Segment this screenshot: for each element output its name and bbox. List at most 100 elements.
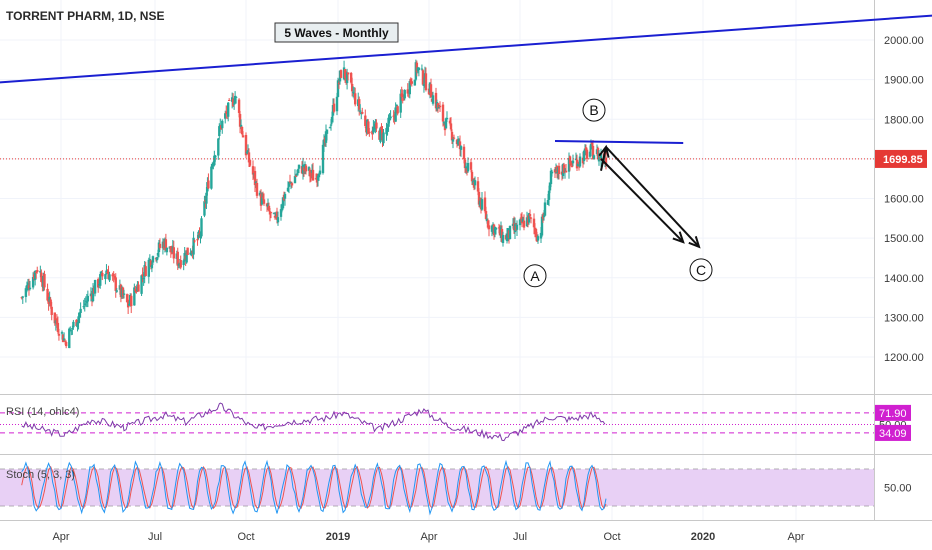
candle <box>438 101 442 112</box>
candle <box>424 67 428 92</box>
candle-body <box>31 277 35 288</box>
candle-body <box>337 83 341 85</box>
candle-body <box>91 287 95 302</box>
candle <box>431 91 435 106</box>
stoch-level-label: 50.00 <box>884 483 912 495</box>
candle-body <box>346 72 350 75</box>
candle <box>358 96 361 116</box>
candle <box>372 119 375 135</box>
candle-body <box>297 164 301 169</box>
candle-body <box>210 166 213 189</box>
time-axis[interactable]: Apr Jul Oct 2019 Apr Jul Oct 2020 Apr <box>52 531 804 543</box>
rsi-series[interactable] <box>21 402 606 442</box>
candle-body <box>49 299 52 307</box>
candle-body <box>501 234 505 244</box>
candle <box>375 119 378 133</box>
candle <box>28 280 32 291</box>
candle <box>364 109 367 129</box>
candle-body <box>403 89 406 99</box>
last-price-badge-bg <box>875 149 927 168</box>
candle-body <box>253 171 257 186</box>
arrow-head <box>688 236 701 249</box>
candle-body <box>437 106 441 109</box>
price-axis[interactable]: 2000.001900.001800.001700.001600.001500.… <box>875 35 927 364</box>
candle-body <box>368 131 371 134</box>
rsi-title: RSI (14, ohlc4) <box>6 406 79 418</box>
candle <box>83 297 86 312</box>
candle <box>122 289 126 299</box>
candle-body <box>350 83 354 92</box>
candle <box>62 332 66 342</box>
candle <box>192 231 195 260</box>
stoch-k-line <box>21 459 607 516</box>
candle-body <box>211 163 214 168</box>
candle <box>251 160 255 181</box>
projection-arrow <box>600 158 685 244</box>
candle-body <box>140 275 143 294</box>
price-tick-label: 1800.00 <box>884 114 924 126</box>
candle-body <box>582 150 586 162</box>
candle <box>385 122 388 141</box>
candle-body <box>408 81 411 95</box>
candle <box>61 334 65 343</box>
candle-body <box>409 78 412 84</box>
rsi-grid <box>0 412 874 434</box>
candle-body <box>450 131 454 141</box>
candle-body <box>68 328 71 349</box>
candle <box>387 114 390 132</box>
candle-body <box>267 205 271 211</box>
candle <box>248 158 252 167</box>
candle-body <box>289 182 293 184</box>
candle-body <box>364 115 367 127</box>
candle-body <box>156 252 160 256</box>
candle-body <box>144 266 147 277</box>
candle <box>484 206 488 221</box>
candle-body <box>293 176 297 184</box>
candle-body <box>20 297 23 299</box>
candle <box>449 117 453 132</box>
candle-body <box>382 132 385 144</box>
candle <box>200 216 203 239</box>
candle <box>287 182 291 194</box>
candle-body <box>114 277 117 291</box>
candle <box>101 270 104 281</box>
candle <box>483 191 487 214</box>
candle-body <box>186 247 189 255</box>
annotation-box[interactable]: 5 Waves - Monthly <box>274 22 399 43</box>
candle-body <box>86 295 90 302</box>
candle <box>557 162 561 180</box>
candle <box>368 127 371 137</box>
candle <box>130 293 133 314</box>
candle <box>276 211 280 226</box>
wave-labels[interactable]: A B C <box>523 98 713 288</box>
candle-body <box>112 273 115 276</box>
candle-body <box>477 191 481 205</box>
rsi-level-badge-bg <box>875 404 911 421</box>
candlestick-series[interactable] <box>20 59 608 349</box>
time-tick-label: 2019 <box>326 531 350 543</box>
candle <box>466 157 470 173</box>
candle-body <box>251 166 255 175</box>
candle <box>253 166 257 192</box>
candle-body <box>421 70 425 85</box>
candle <box>336 77 340 98</box>
candle-body <box>237 99 241 113</box>
candle-body <box>151 256 155 263</box>
candle-body <box>379 127 382 142</box>
drawings-layer[interactable] <box>0 14 932 249</box>
candle-body <box>473 180 477 186</box>
candle <box>314 173 318 180</box>
candle-body <box>43 273 46 288</box>
candle-body <box>485 218 489 222</box>
candle-body <box>33 271 37 280</box>
price-tick-label: 1600.00 <box>884 194 924 206</box>
candle <box>396 105 399 116</box>
candle <box>114 273 117 298</box>
candle-body <box>401 94 404 97</box>
candle-body <box>576 163 580 166</box>
candle-body <box>104 274 107 280</box>
stoch-series[interactable] <box>21 459 607 516</box>
candle-body <box>534 228 538 237</box>
candle-body <box>599 153 603 160</box>
